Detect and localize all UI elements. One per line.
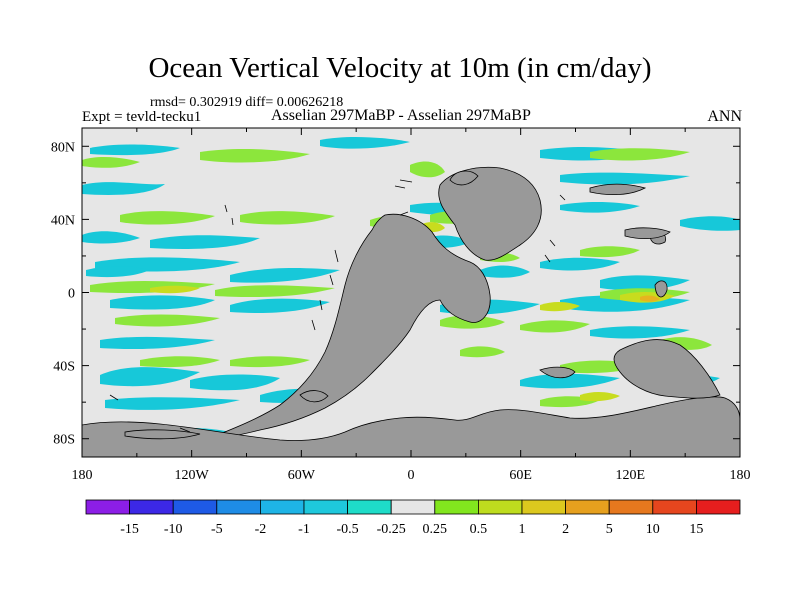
lon-tick-label: 60E [509, 468, 532, 483]
land-masses [82, 166, 740, 457]
lon-tick-label: 120E [616, 468, 646, 483]
longitude-axis: 180 120W 60W 0 60E 120E 180 [72, 128, 751, 483]
colorbar-label: 5 [606, 522, 613, 537]
map-title: Ocean Vertical Velocity at 10m (in cm/da… [148, 52, 652, 84]
season-label: ANN [707, 108, 742, 125]
colorbar-swatch [216, 499, 261, 515]
colorbar-label: 10 [646, 522, 660, 537]
colorbar: -15 -10 -5 -2 -1 -0.5 -0.25 0.25 0.5 1 2 5 10 15 [85, 499, 741, 537]
colorbar-swatch [259, 499, 305, 515]
colorbar-label: -1 [298, 522, 310, 537]
colorbar-swatch [652, 499, 697, 515]
colorbar-label: -2 [255, 522, 267, 537]
lon-tick-label: 180 [730, 468, 751, 483]
colorbar-label: -0.25 [377, 522, 406, 537]
colorbar-label: 2 [562, 522, 569, 537]
colorbar-swatch [608, 499, 654, 515]
colorbar-swatch [521, 499, 566, 515]
stats-line: rmsd= 0.302919 diff= 0.00626218 [150, 95, 344, 110]
comparison-label: Asselian 297MaBP - Asselian 297MaBP [271, 107, 531, 124]
colorbar-label: 0.5 [470, 522, 488, 537]
colorbar-swatch [347, 499, 392, 515]
lat-tick-label: 80S [53, 433, 75, 448]
coastline-fragments [109, 179, 566, 433]
strong-positive-spots [640, 295, 660, 302]
colorbar-swatch [434, 499, 479, 515]
colorbar-label: 15 [689, 522, 703, 537]
colorbar-label: -15 [120, 522, 139, 537]
colorbar-swatch [172, 499, 218, 515]
colorbar-label: -5 [211, 522, 223, 537]
lon-tick-label: 0 [408, 468, 415, 483]
colorbar-swatch [85, 499, 130, 515]
colorbar-swatch [390, 499, 436, 515]
colorbar-label: 0.25 [423, 522, 448, 537]
velocity-field [82, 136, 740, 457]
colorbar-swatch [303, 499, 348, 515]
lat-tick-label: 40N [51, 213, 75, 228]
lat-tick-label: 0 [68, 287, 75, 302]
lat-tick-label: 80N [51, 140, 75, 155]
lon-tick-label: 180 [72, 468, 93, 483]
colorbar-swatch [696, 499, 741, 515]
lon-tick-label: 60W [288, 468, 316, 483]
latitude-axis: 80N 40N 0 40S 80S [51, 140, 740, 448]
colorbar-label: -10 [164, 522, 183, 537]
lon-tick-label: 120W [175, 468, 210, 483]
colorbar-label: -0.5 [337, 522, 359, 537]
colorbar-swatch [477, 499, 523, 515]
colorbar-label: 1 [519, 522, 526, 537]
colorbar-swatch [129, 499, 174, 515]
colorbar-swatch [565, 499, 610, 515]
experiment-label: Expt = tevld-tecku1 [82, 109, 202, 125]
lat-tick-label: 40S [53, 360, 75, 375]
